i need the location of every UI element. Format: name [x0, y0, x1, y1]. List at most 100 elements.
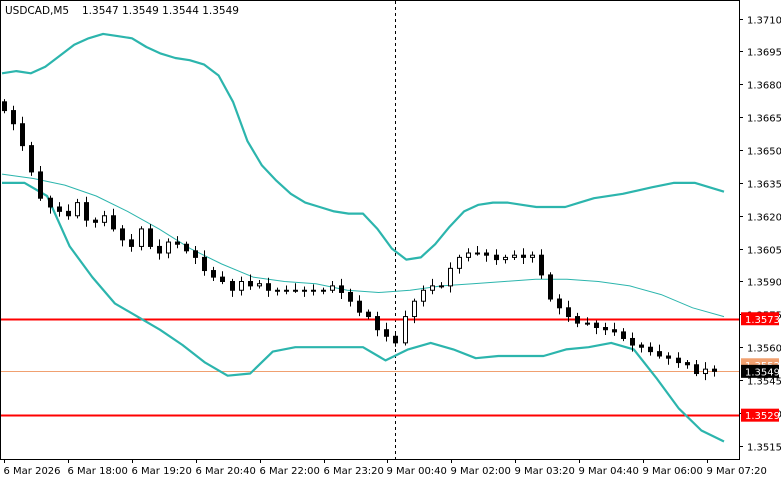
candle-body-down [676, 357, 681, 364]
symbol-label: USDCAD,M5 [5, 5, 69, 17]
candle [366, 309, 371, 320]
candle-body-down [666, 355, 671, 359]
candle [266, 277, 271, 297]
candle-body-down [93, 219, 98, 223]
candle [694, 359, 699, 377]
candle-body-up [439, 285, 444, 288]
candle-body-down [248, 280, 253, 287]
candle [621, 328, 626, 342]
candle [348, 288, 353, 307]
x-tick-label: 6 Mar 2026 [4, 466, 61, 477]
time-axis[interactable]: 6 Mar 2026 6 Mar 18:00 6 Mar 19:20 6 Mar 20… [4, 459, 767, 477]
candle [321, 287, 326, 295]
y-tick-label: 1.3620 [747, 213, 781, 224]
candle-body-down [148, 228, 153, 247]
candle [111, 208, 116, 232]
candle [521, 248, 526, 264]
x-tick-label: 6 Mar 19:20 [132, 466, 192, 477]
candle [685, 359, 690, 369]
candle-body-up [293, 289, 298, 292]
candle-body-down [375, 316, 380, 331]
candle [220, 271, 225, 285]
candle-body-down [603, 327, 608, 331]
candle-body-down [685, 362, 690, 366]
candle [202, 250, 207, 276]
candle [11, 105, 16, 131]
candle [575, 312, 580, 328]
candle-body-down [712, 368, 717, 372]
candle-body-down [357, 300, 362, 313]
candle [539, 249, 544, 279]
candle-body-up [421, 289, 426, 302]
x-tick-label: 9 Mar 00:40 [387, 466, 447, 477]
candle [421, 285, 426, 307]
candle [439, 282, 444, 289]
candle [339, 278, 344, 300]
candles-layer [2, 99, 717, 381]
candle [257, 279, 262, 289]
level-price-label-1: 1.3573 [745, 315, 780, 326]
candle-body-down [612, 329, 617, 333]
candle-body-up [530, 254, 535, 258]
candle [475, 245, 480, 256]
candle [466, 248, 471, 262]
candle [594, 320, 599, 335]
candle [357, 295, 362, 317]
candle [38, 166, 43, 201]
candle-body-down [339, 285, 344, 293]
candle-body-down [639, 344, 644, 348]
level-price-label-2-bg [741, 408, 779, 422]
candle-body-down [193, 250, 198, 258]
bollinger-lower-band [2, 181, 725, 443]
candle [457, 254, 462, 274]
candle-body-up [430, 285, 435, 291]
candle [630, 332, 635, 352]
candle-body-down [129, 239, 134, 247]
candle [639, 342, 644, 353]
candle-body-down [621, 331, 626, 339]
candle [148, 224, 153, 250]
candle-body-down [539, 254, 544, 276]
candle-body-up [457, 256, 462, 269]
chart-frame [0, 0, 740, 460]
candle-body-up [412, 300, 417, 318]
candle [29, 141, 34, 176]
candle [494, 249, 499, 265]
y-tick-label: 1.3560 [747, 344, 781, 355]
candle-body-down [2, 101, 7, 112]
y-tick-label: 1.3635 [747, 180, 781, 191]
candle-body-down [11, 110, 16, 125]
candle-body-up [311, 289, 316, 292]
y-tick-label: 1.3545 [747, 377, 781, 388]
candle-body-up [512, 254, 517, 258]
current-price-label: 1.3549 [745, 367, 780, 378]
indicator-layer [1, 32, 725, 443]
candle-body-up [703, 368, 708, 375]
candle-body-up [302, 289, 307, 292]
candle-body-down [594, 322, 599, 329]
x-tick-label: 9 Mar 04:40 [579, 466, 639, 477]
candle [548, 272, 553, 302]
levels-layer [1, 1, 739, 459]
candle [239, 276, 244, 296]
candle-body-down [202, 256, 207, 272]
candle-body-up [75, 202, 80, 217]
candle [57, 202, 62, 217]
candle [2, 99, 7, 114]
candle-body-down [66, 210, 71, 217]
candle-body-up [448, 267, 453, 287]
candle-body-down [38, 171, 43, 199]
candle-body-down [184, 243, 189, 252]
candle-body-down [57, 206, 62, 212]
candle [512, 250, 517, 261]
candle [403, 310, 408, 346]
candle [557, 294, 562, 315]
x-tick-label: 9 Mar 02:00 [451, 466, 511, 477]
candle-body-up [466, 252, 471, 258]
candle-body-up [257, 283, 262, 287]
candle-body-down [393, 335, 398, 344]
y-tick-label: 1.3695 [747, 48, 781, 59]
